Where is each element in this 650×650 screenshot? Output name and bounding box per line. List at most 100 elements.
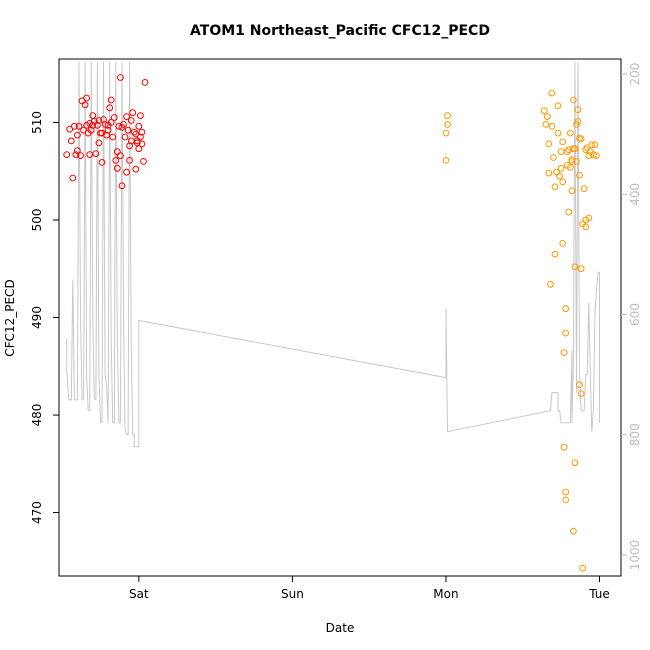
- data-point-series2: [577, 265, 585, 273]
- data-point-series2: [444, 121, 451, 128]
- data-point-series1: [123, 113, 130, 120]
- y-tick-label: 500: [30, 208, 44, 231]
- data-point-series2: [577, 390, 585, 398]
- data-point-series1: [75, 122, 83, 130]
- data-point-series1: [107, 96, 115, 104]
- data-point-series1: [110, 114, 118, 121]
- data-point-series1: [74, 131, 81, 139]
- data-point-series2: [442, 129, 450, 137]
- data-point-series1: [133, 139, 141, 147]
- data-point-series1: [101, 121, 109, 128]
- data-point-series1: [69, 174, 77, 182]
- data-point-series2: [551, 183, 559, 191]
- data-point-series2: [577, 135, 585, 143]
- data-point-series2: [554, 129, 562, 137]
- data-point-series2: [585, 152, 593, 160]
- data-point-series2: [556, 172, 563, 180]
- data-point-series1: [126, 142, 134, 150]
- data-point-series1: [127, 117, 135, 124]
- data-point-series2: [582, 223, 590, 231]
- data-point-series2: [566, 129, 574, 137]
- data-point-series1: [95, 139, 103, 147]
- data-point-series2: [562, 496, 570, 504]
- data-point-series1: [113, 164, 121, 172]
- chart-title: ATOM1 Northeast_Pacific CFC12_PECD: [190, 23, 490, 39]
- data-point-series2: [540, 107, 548, 115]
- y-tick-label: 480: [30, 404, 44, 427]
- data-point-series1: [126, 157, 134, 164]
- data-point-series1: [137, 112, 144, 119]
- data-point-series2: [444, 112, 451, 119]
- data-point-series2: [591, 141, 599, 149]
- data-point-series1: [130, 128, 138, 136]
- data-point-series1: [124, 126, 132, 134]
- data-point-series2: [545, 169, 553, 177]
- data-point-series1: [71, 122, 78, 130]
- data-point-series1: [140, 158, 147, 165]
- data-point-series2: [579, 564, 586, 572]
- data-point-series2: [574, 106, 582, 114]
- y-tick-label: 510: [30, 111, 44, 134]
- data-point-series2: [557, 148, 565, 156]
- data-point-series1: [112, 157, 120, 164]
- data-point-series1: [67, 137, 75, 145]
- data-point-series1: [118, 123, 126, 131]
- data-point-series2: [576, 134, 583, 142]
- right-axis: 200 400 600 800 1000: [621, 63, 642, 571]
- data-point-series2: [565, 208, 573, 216]
- x-tick-label: Sun: [281, 587, 304, 601]
- data-point-series2: [571, 459, 579, 467]
- data-point-series2: [442, 157, 450, 164]
- data-point-series2: [560, 349, 568, 357]
- data-point-series1: [106, 104, 114, 112]
- y-axis-label: CFC12_PECD: [3, 279, 17, 356]
- data-point-series1: [63, 151, 71, 159]
- y2-tick-label: 1000: [628, 540, 642, 571]
- data-point-series1: [138, 140, 146, 148]
- data-point-series2: [571, 145, 579, 153]
- data-point-series2: [548, 122, 556, 130]
- data-point-series1: [72, 151, 80, 159]
- data-point-series1: [95, 117, 103, 124]
- data-point-series1: [118, 182, 126, 190]
- data-point-series2: [563, 148, 571, 156]
- data-point-series2: [568, 158, 576, 165]
- data-point-series2: [580, 185, 588, 193]
- y-axis: 470 480 490 500 510: [30, 111, 59, 524]
- depth-series-line: [66, 61, 600, 448]
- data-point-series1: [104, 121, 112, 129]
- data-point-series2: [560, 443, 568, 451]
- y2-tick-label: 600: [628, 303, 642, 326]
- data-point-series2: [576, 171, 583, 179]
- data-point-series2: [543, 113, 551, 120]
- data-point-series2: [551, 250, 559, 258]
- data-point-series2: [574, 118, 582, 125]
- data-point-series2: [593, 152, 600, 160]
- data-point-series2: [547, 280, 554, 288]
- data-point-series1: [98, 159, 106, 166]
- data-point-series1: [141, 79, 149, 86]
- data-point-series1: [66, 125, 74, 133]
- data-point-series1: [92, 150, 100, 158]
- data-point-series2: [545, 140, 553, 148]
- data-point-series2: [562, 305, 570, 313]
- data-point-series2: [570, 527, 577, 535]
- data-point-series1: [138, 128, 146, 136]
- data-point-series2: [566, 163, 574, 171]
- data-point-series2: [571, 263, 579, 271]
- data-point-series1: [77, 152, 84, 160]
- data-point-series2: [568, 156, 576, 163]
- data-point-series2: [559, 138, 567, 146]
- x-tick-label: Sat: [129, 587, 149, 601]
- data-point-series1: [113, 148, 121, 156]
- x-tick-label: Tue: [588, 587, 610, 601]
- data-point-series2: [550, 154, 557, 161]
- data-point-series1: [86, 151, 94, 159]
- x-tick-label: Mon: [433, 587, 458, 601]
- data-point-series1: [104, 126, 112, 134]
- data-point-series1: [121, 133, 129, 141]
- x-axis-label: Date: [326, 621, 355, 635]
- data-point-series1: [137, 133, 144, 141]
- data-point-series2: [590, 151, 597, 159]
- data-point-series2: [576, 381, 583, 389]
